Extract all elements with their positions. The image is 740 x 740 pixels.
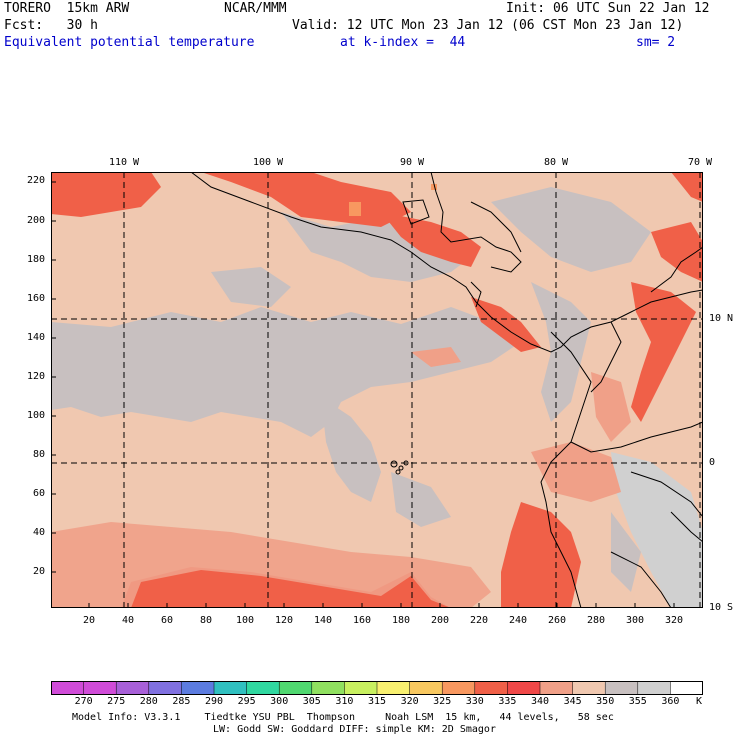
lon-label-70w: 70 W bbox=[687, 157, 713, 168]
frame-ticks bbox=[51, 181, 675, 608]
grid-x-label: 320 bbox=[664, 615, 684, 626]
colorbar-tick-label: 305 bbox=[302, 696, 321, 707]
grid-x-label: 200 bbox=[430, 615, 450, 626]
colorbar-tick-label: 350 bbox=[596, 696, 615, 707]
colorbar-swatch bbox=[572, 681, 606, 695]
colorbar-swatch bbox=[181, 681, 215, 695]
lat-label-10n: 10 N bbox=[709, 313, 734, 324]
colorbar-swatch bbox=[311, 681, 346, 695]
colorbar-swatch bbox=[604, 681, 639, 695]
colorbar-swatch bbox=[637, 681, 672, 695]
grid-y-label: 180 bbox=[26, 254, 45, 265]
grid-x-label: 140 bbox=[313, 615, 333, 626]
grid-x-label: 180 bbox=[391, 615, 411, 626]
grid-y-label: 200 bbox=[26, 215, 45, 226]
model-info-line1: Model Info: V3.3.1 Tiedtke YSU PBL Thomp… bbox=[72, 712, 614, 723]
colorbar-tick-label: 310 bbox=[335, 696, 354, 707]
grid-y-label: 40 bbox=[32, 527, 45, 538]
lat-label-0: 0 bbox=[709, 457, 716, 468]
grid-x-label: 100 bbox=[235, 615, 255, 626]
colorbar-tick-label: 360 bbox=[661, 696, 680, 707]
colorbar-tick-label: 330 bbox=[465, 696, 484, 707]
colorbar-tick-label: 340 bbox=[530, 696, 550, 707]
grid-x-label: 160 bbox=[352, 615, 372, 626]
colorbar-tick-label: 300 bbox=[270, 696, 289, 707]
smoothing-label: sm= 2 bbox=[636, 35, 676, 50]
colorbar-swatch bbox=[474, 681, 509, 695]
lat-label-10s: 10 S bbox=[709, 602, 734, 613]
colorbar-tick-label: 270 bbox=[74, 696, 93, 707]
colorbar-swatch bbox=[51, 681, 85, 695]
colorbar-tick-label: 285 bbox=[172, 696, 191, 707]
colorbar-tick-label: 315 bbox=[367, 696, 387, 707]
colorbar-swatch bbox=[507, 681, 541, 695]
colorbar-frame bbox=[51, 681, 703, 695]
colorbar-tick-label: 355 bbox=[628, 696, 647, 707]
model-info-line2: LW: Godd SW: Goddard DIFF: simple KM: 2D… bbox=[213, 724, 496, 735]
colorbar-tick-label: 345 bbox=[563, 696, 582, 707]
colorbar-swatch bbox=[278, 681, 313, 695]
lon-label-100w: 100 W bbox=[252, 157, 284, 168]
grid-x-label: 60 bbox=[160, 615, 174, 626]
colorbar-unit: K bbox=[695, 696, 703, 707]
colorbar-swatch bbox=[83, 681, 117, 695]
lon-label-110w: 110 W bbox=[108, 157, 140, 168]
valid-time: Valid: 12 UTC Mon 23 Jan 12 (06 CST Mon … bbox=[292, 18, 684, 33]
grid-x-label: 220 bbox=[469, 615, 489, 626]
grid-x-label: 80 bbox=[199, 615, 213, 626]
grid-x-label: 120 bbox=[274, 615, 294, 626]
colorbar-tick-label: 295 bbox=[237, 696, 256, 707]
grid-y-label: 120 bbox=[26, 371, 45, 382]
grid-y-label: 220 bbox=[26, 175, 45, 186]
colorbar-tick-label: 335 bbox=[498, 696, 517, 707]
colorbar-tick-label: 280 bbox=[139, 696, 158, 707]
colorbar-swatch bbox=[213, 681, 248, 695]
theta-e-map bbox=[51, 172, 703, 608]
grid-x-label: 280 bbox=[586, 615, 606, 626]
gray-theta-e-regions bbox=[51, 187, 703, 608]
init-time: Init: 06 UTC Sun 22 Jan 12 bbox=[506, 1, 710, 16]
colorbar-swatches bbox=[51, 681, 703, 695]
grid-x-label: 20 bbox=[82, 615, 96, 626]
red-southern-band bbox=[131, 570, 451, 608]
field-name: Equivalent potential temperature bbox=[4, 35, 255, 50]
colorbar-tick-label: 325 bbox=[433, 696, 452, 707]
colorbar-swatch bbox=[441, 681, 476, 695]
colorbar-tick-label: 290 bbox=[204, 696, 224, 707]
colorbar-swatch bbox=[148, 681, 183, 695]
lat-lon-gridlines bbox=[51, 172, 703, 608]
map-frame bbox=[51, 172, 703, 608]
lon-label-90w: 90 W bbox=[399, 157, 425, 168]
colorbar bbox=[51, 681, 703, 695]
colorbar-swatch bbox=[344, 681, 378, 695]
grid-y-label: 20 bbox=[32, 566, 45, 577]
center-title: NCAR/MMM bbox=[224, 1, 287, 16]
grid-x-label: 300 bbox=[625, 615, 645, 626]
grid-x-label: 260 bbox=[547, 615, 567, 626]
grid-x-label: 40 bbox=[121, 615, 135, 626]
colorbar-swatch bbox=[409, 681, 443, 695]
orange-theta-e-spots bbox=[349, 184, 437, 216]
model-title: TORERO 15km ARW bbox=[4, 1, 130, 16]
grid-y-label: 140 bbox=[26, 332, 45, 343]
colorbar-tick-label: 320 bbox=[400, 696, 419, 707]
grid-y-label: 160 bbox=[26, 293, 45, 304]
colorbar-swatch bbox=[246, 681, 280, 695]
grid-y-label: 80 bbox=[32, 449, 45, 460]
grid-y-label: 60 bbox=[32, 488, 45, 499]
forecast-hour: Fcst: 30 h bbox=[4, 18, 98, 33]
level-label: at k-index = 44 bbox=[340, 35, 466, 50]
colorbar-swatch bbox=[115, 681, 150, 695]
lon-label-80w: 80 W bbox=[543, 157, 569, 168]
coastlines bbox=[190, 172, 703, 608]
grid-y-label: 100 bbox=[26, 410, 45, 421]
colorbar-swatch bbox=[539, 681, 574, 695]
colorbar-swatch bbox=[376, 681, 411, 695]
colorbar-swatch bbox=[670, 681, 703, 695]
colorbar-tick-label: 275 bbox=[107, 696, 126, 707]
grid-x-label: 240 bbox=[508, 615, 528, 626]
